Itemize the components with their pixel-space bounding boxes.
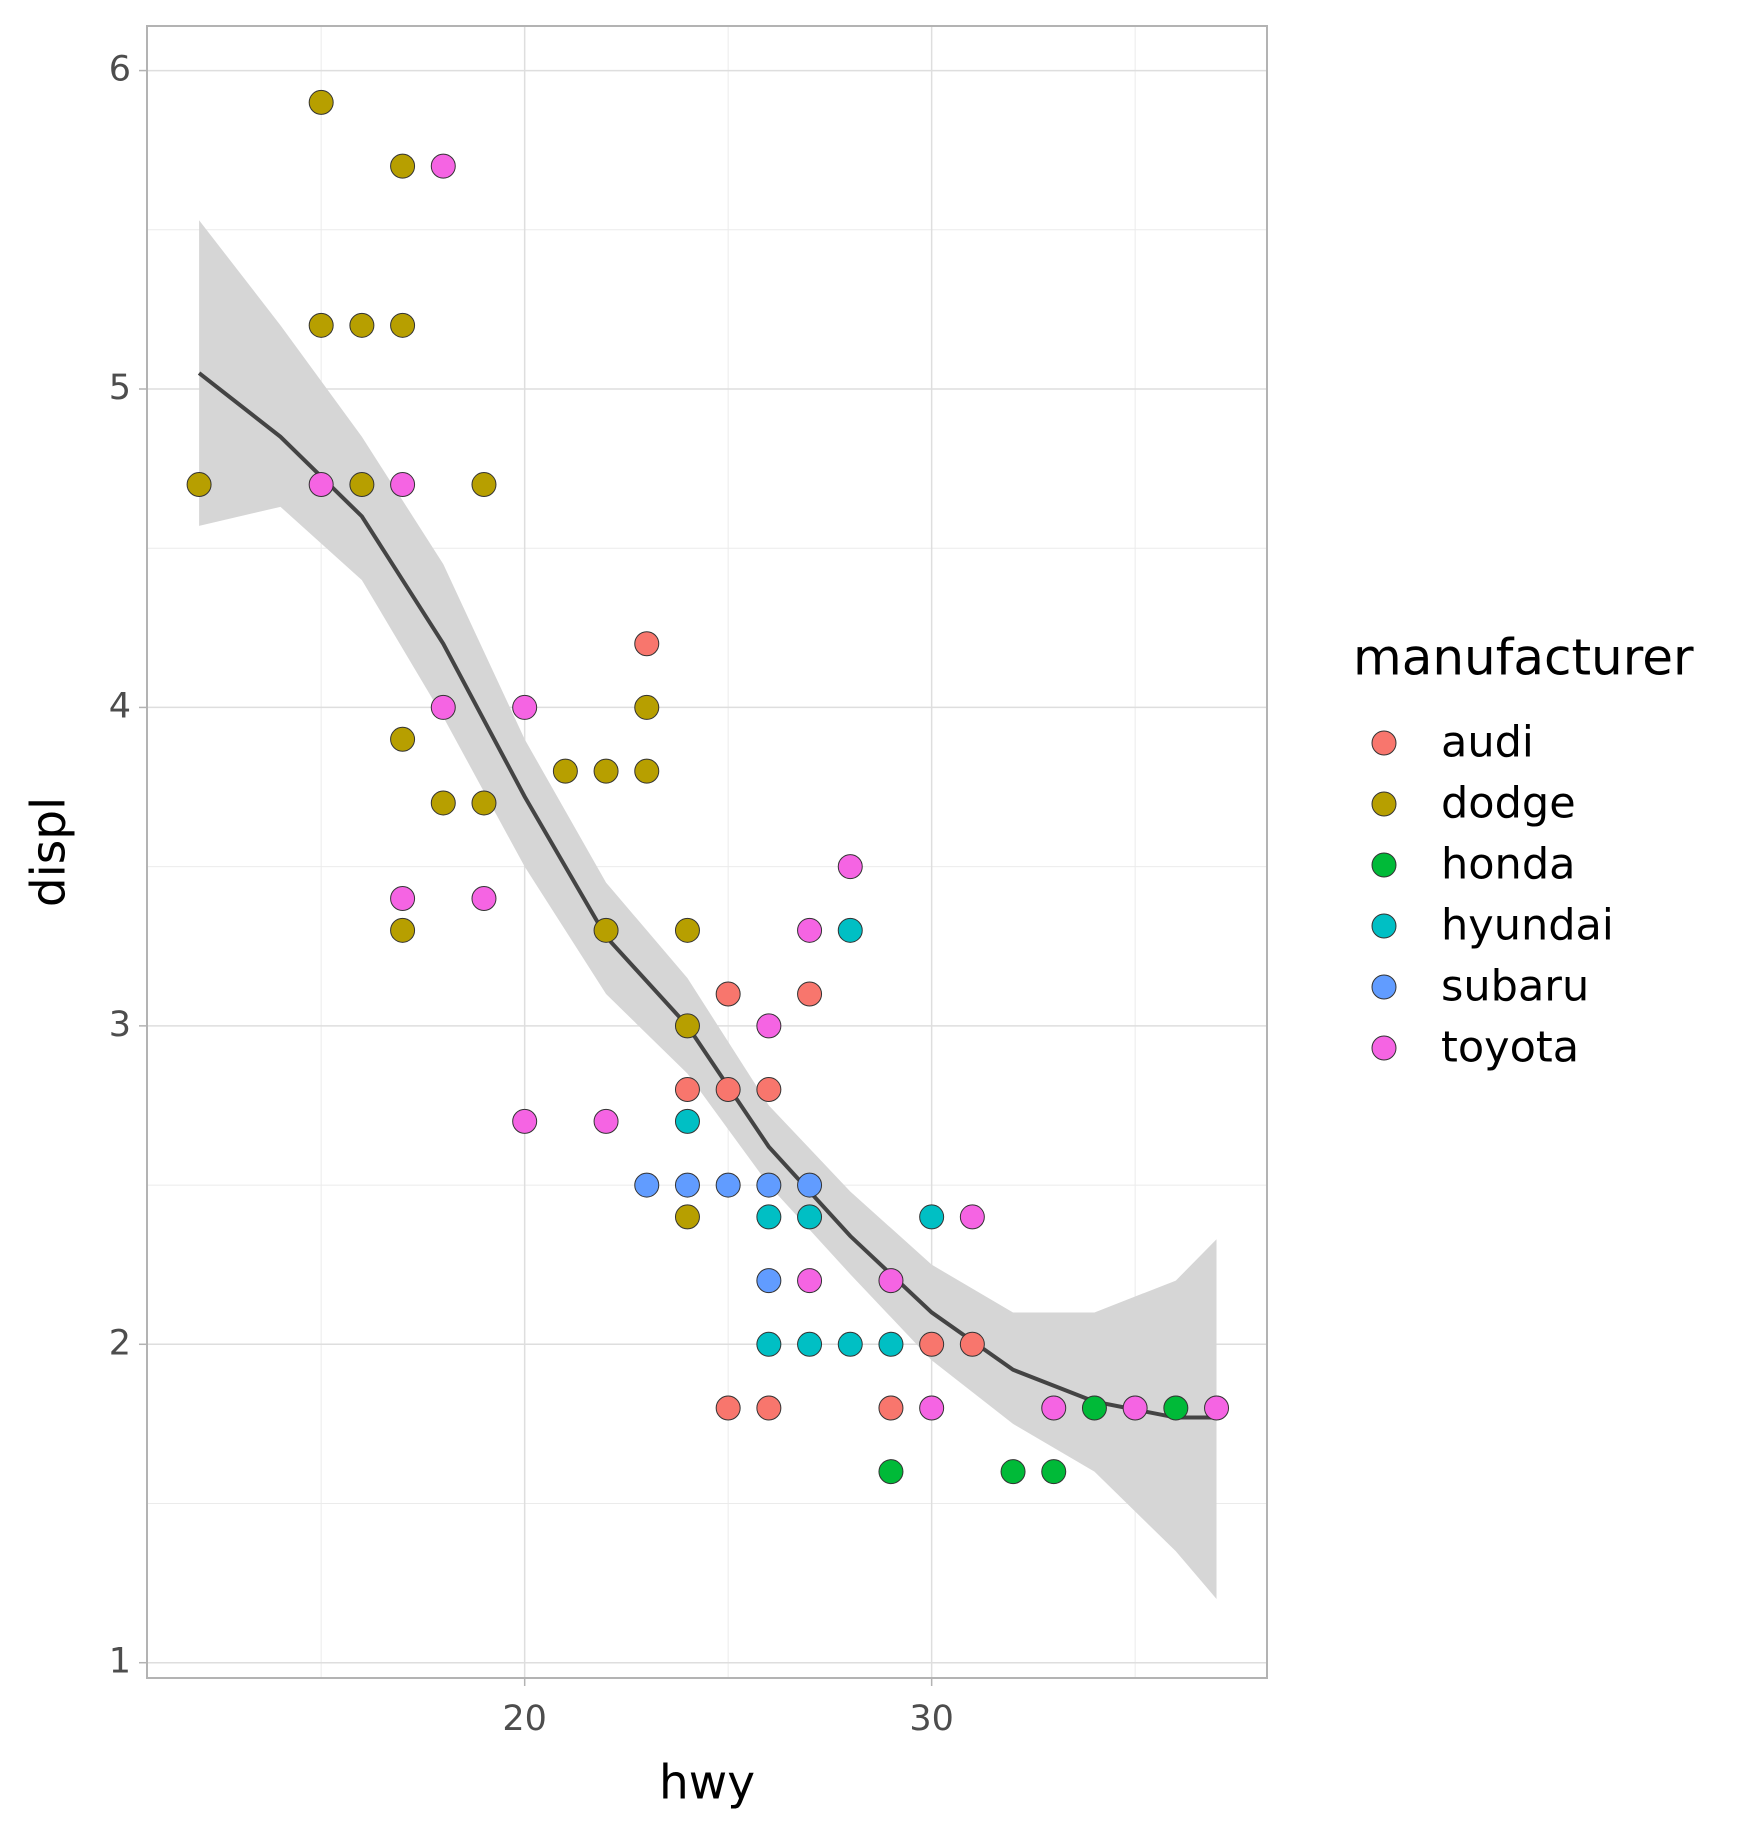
point — [756, 1013, 782, 1039]
point — [797, 1331, 823, 1357]
point — [797, 981, 823, 1007]
point — [1163, 1395, 1189, 1421]
point — [837, 917, 863, 943]
point — [756, 1395, 782, 1421]
point — [634, 758, 660, 784]
point — [674, 917, 700, 943]
point — [674, 1204, 700, 1230]
point — [1000, 1459, 1026, 1485]
x-axis-title: hwy — [659, 1756, 755, 1811]
point — [390, 153, 416, 179]
point — [390, 472, 416, 498]
point — [919, 1395, 945, 1421]
point — [797, 917, 823, 943]
point — [349, 312, 375, 338]
legend-label: hyundai — [1441, 901, 1614, 951]
point — [756, 1268, 782, 1294]
point — [674, 1077, 700, 1103]
point — [390, 312, 416, 338]
point — [878, 1459, 904, 1485]
legend-label: audi — [1441, 718, 1534, 768]
point — [837, 854, 863, 880]
point — [756, 1331, 782, 1357]
point — [756, 1077, 782, 1103]
legend-key — [1371, 730, 1397, 756]
y-tick-label: 5 — [109, 368, 131, 408]
point — [593, 1108, 619, 1134]
point — [797, 1268, 823, 1294]
legend-key — [1371, 974, 1397, 1000]
point — [186, 472, 212, 498]
point — [1041, 1395, 1067, 1421]
y-tick-label: 4 — [109, 686, 131, 726]
point — [593, 917, 619, 943]
point — [593, 758, 619, 784]
point — [878, 1331, 904, 1357]
point — [471, 790, 497, 816]
point — [1081, 1395, 1107, 1421]
point — [715, 981, 741, 1007]
point — [430, 153, 456, 179]
point — [959, 1204, 985, 1230]
point — [308, 89, 334, 115]
panel-border — [146, 25, 1268, 1679]
point — [959, 1331, 985, 1357]
point — [756, 1172, 782, 1198]
point — [715, 1395, 741, 1421]
y-tick-label: 3 — [109, 1005, 131, 1045]
point — [390, 726, 416, 752]
y-tick-label: 2 — [109, 1323, 131, 1363]
legend-label: subaru — [1441, 962, 1589, 1012]
point — [512, 1108, 538, 1134]
point — [674, 1013, 700, 1039]
point — [878, 1395, 904, 1421]
legend-label: toyota — [1441, 1023, 1579, 1073]
point — [430, 790, 456, 816]
point — [552, 758, 578, 784]
point — [390, 885, 416, 911]
confidence-band — [199, 220, 1217, 1600]
legend-key — [1371, 1035, 1397, 1061]
point — [471, 472, 497, 498]
point — [634, 1172, 660, 1198]
legend-title: manufacturer — [1353, 629, 1694, 687]
x-tick-label: 30 — [909, 1699, 954, 1739]
point — [512, 694, 538, 720]
legend-key — [1371, 913, 1397, 939]
y-tick-label: 6 — [109, 50, 131, 90]
legend-key — [1371, 791, 1397, 817]
point — [1041, 1459, 1067, 1485]
point — [674, 1172, 700, 1198]
point — [674, 1108, 700, 1134]
point — [308, 312, 334, 338]
point — [837, 1331, 863, 1357]
point — [634, 694, 660, 720]
legend-label: dodge — [1441, 779, 1576, 829]
point — [715, 1172, 741, 1198]
y-axis-title: displ — [22, 797, 77, 907]
point — [308, 472, 334, 498]
point — [430, 694, 456, 720]
legend-label: honda — [1441, 840, 1575, 890]
x-tick-label: 20 — [502, 1699, 547, 1739]
point — [634, 631, 660, 657]
point — [471, 885, 497, 911]
point — [1204, 1395, 1230, 1421]
point — [797, 1204, 823, 1230]
legend-key — [1371, 852, 1397, 878]
y-tick-label: 1 — [109, 1642, 131, 1682]
point — [878, 1268, 904, 1294]
point — [1122, 1395, 1148, 1421]
point — [797, 1172, 823, 1198]
point — [756, 1204, 782, 1230]
point — [919, 1331, 945, 1357]
point — [919, 1204, 945, 1230]
point — [390, 917, 416, 943]
point — [715, 1077, 741, 1103]
point — [349, 472, 375, 498]
